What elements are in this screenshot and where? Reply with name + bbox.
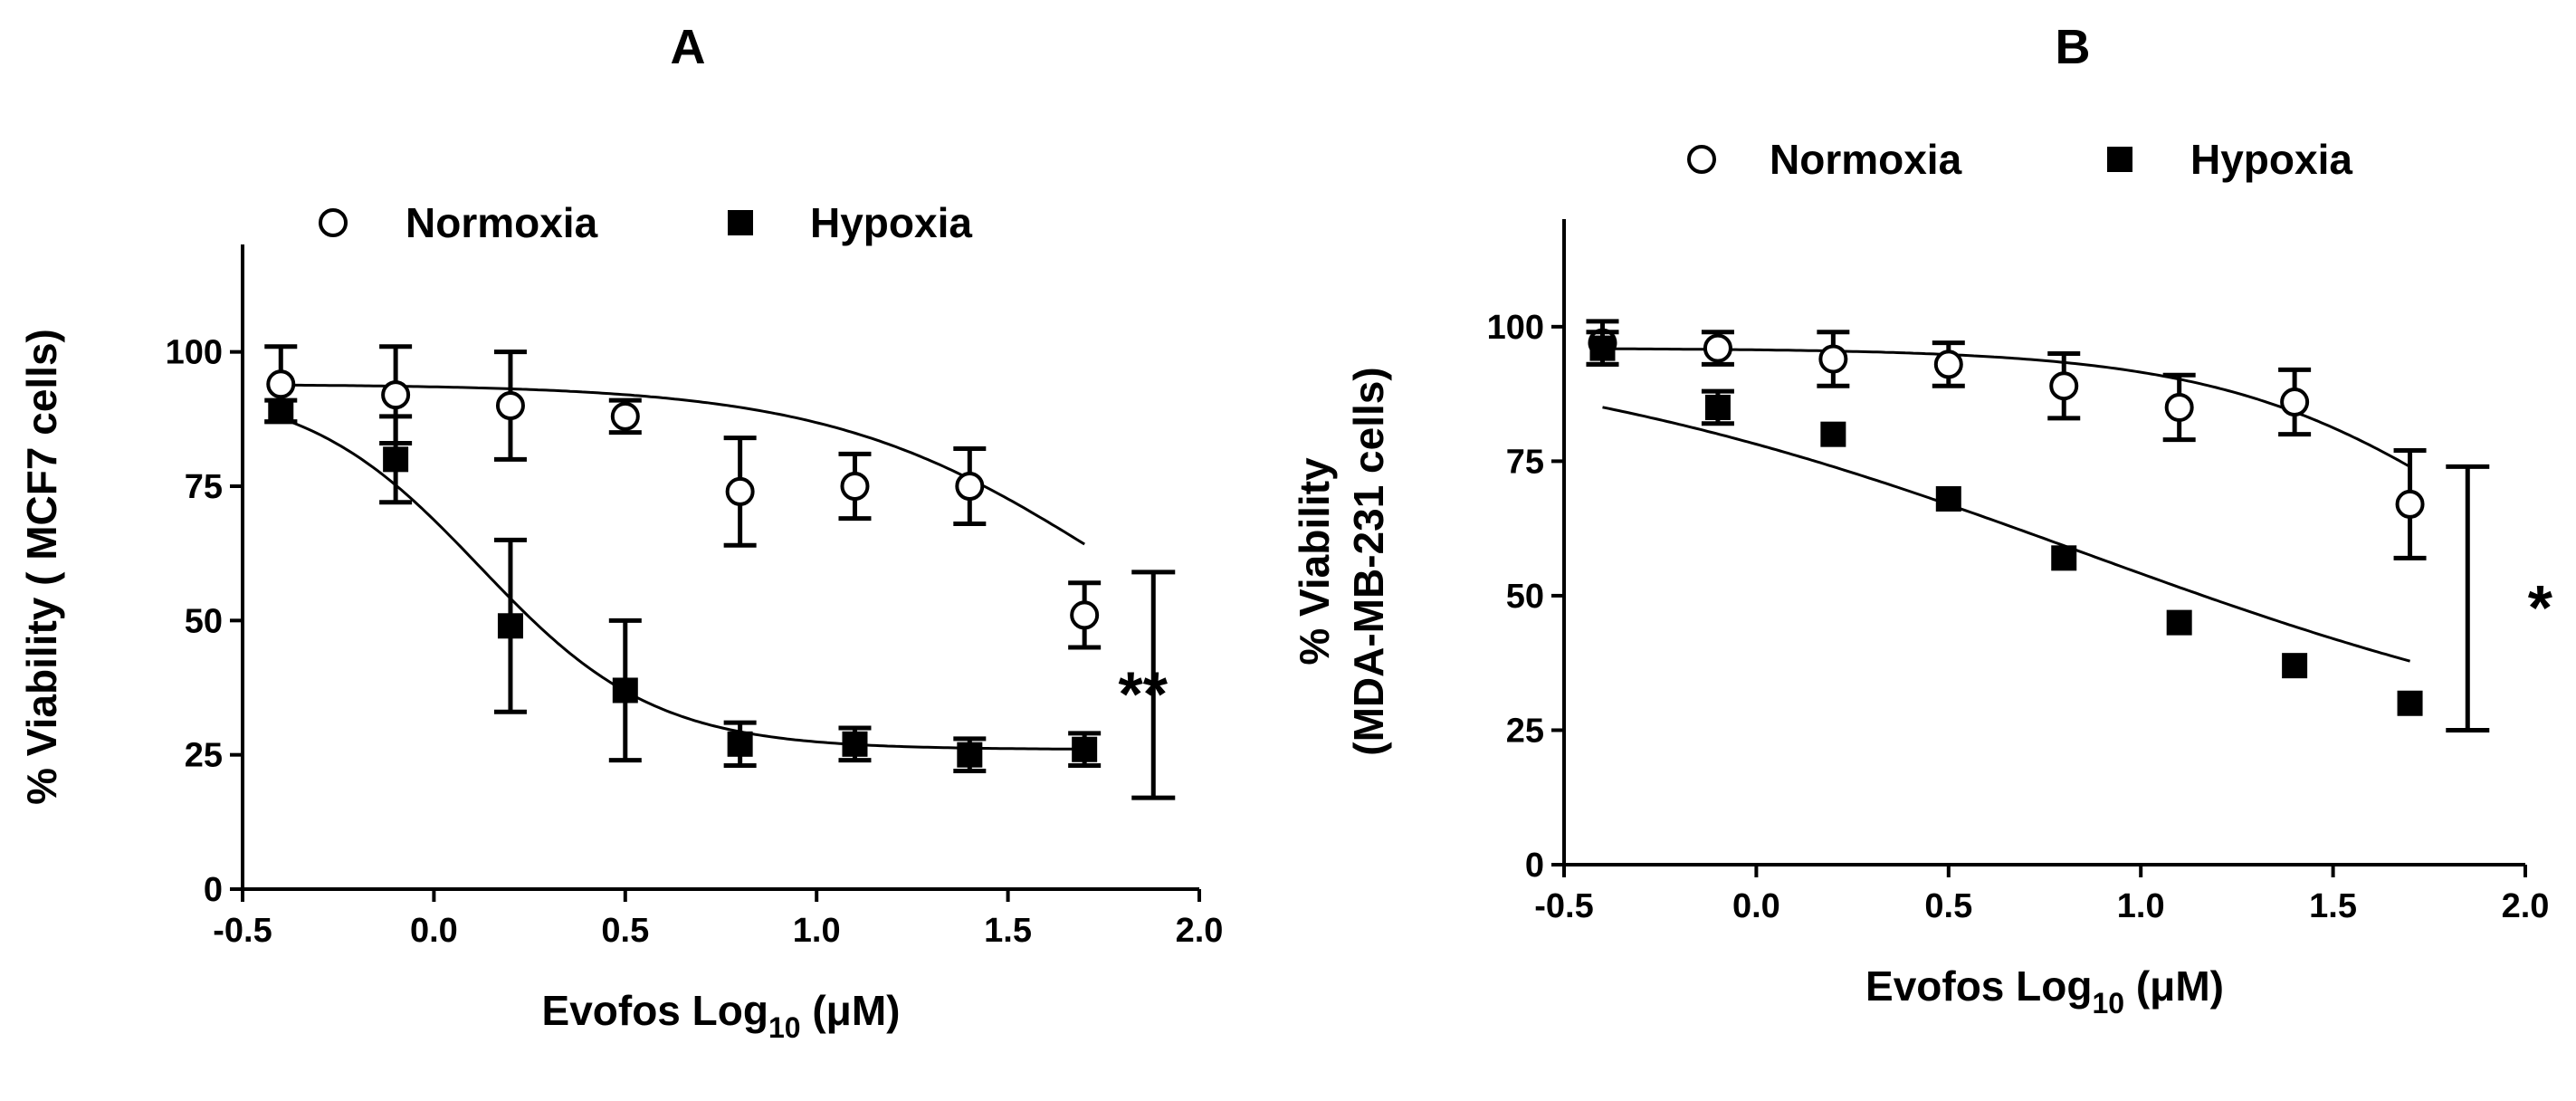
- panel-a-point-hypoxia: [1072, 736, 1098, 762]
- panel-b-point-normoxia: [2164, 392, 2194, 422]
- panel-a-point-hypoxia: [612, 677, 638, 704]
- panel-a-point-hypoxia: [497, 613, 523, 639]
- panel-b-x-axis-title-sub: 10: [2092, 987, 2124, 1020]
- panel-a-xtick-label: 1.5: [984, 912, 1032, 950]
- panel-b-xtick-label: 2.0: [2502, 887, 2550, 925]
- panel-a-x-axis-title-main: Evofos Log: [542, 987, 768, 1034]
- panel-b-ytick-label: 100: [1487, 309, 1544, 347]
- panel-b-ytick-label: 0: [1525, 847, 1544, 885]
- panel-b-point-normoxia: [2395, 489, 2425, 519]
- panel-b-point-normoxia: [2049, 371, 2079, 401]
- panel-b-point-normoxia: [1818, 344, 1848, 374]
- panel-b-point-hypoxia: [2397, 690, 2423, 716]
- panel-a-ytick-label: 75: [185, 468, 223, 506]
- panel-a-label: A: [671, 20, 706, 74]
- panel-a-xtick-label: 1.0: [793, 912, 841, 950]
- panel-a-ytick-label: 100: [166, 334, 223, 372]
- panel-b-legend-marker-hypoxia: [2107, 147, 2132, 172]
- panel-a-x-axis-title-sub: 10: [768, 1011, 801, 1044]
- panel-b-point-hypoxia: [1820, 421, 1846, 447]
- panel-a-significance-label: **: [1119, 659, 1169, 730]
- panel-b-point-hypoxia: [1589, 335, 1616, 361]
- panel-b-xtick-label: 0.0: [1732, 887, 1780, 925]
- panel-b-point-hypoxia: [2051, 545, 2077, 571]
- panel-a-legend-label-hypoxia: Hypoxia: [810, 199, 972, 246]
- panel-b-fit-curve-normoxia: [1602, 347, 2411, 468]
- panel-b-point-hypoxia: [1704, 394, 1731, 420]
- panel-b-point-hypoxia: [2282, 653, 2308, 679]
- panel-b-y-axis-title: (MDA-MB-231 cells): [1345, 367, 1392, 755]
- panel-a-legend-label-normoxia: Normoxia: [405, 199, 598, 246]
- panel-b-point-normoxia: [1933, 349, 1963, 379]
- panel-a-ytick-label: 0: [204, 871, 223, 909]
- panel-a-xtick-label: -0.5: [213, 912, 272, 950]
- panel-a-x-axis-title: Evofos Log10 (μM): [542, 987, 901, 1044]
- panel-a-point-normoxia: [955, 472, 985, 501]
- panel-a-point-hypoxia: [383, 446, 409, 473]
- panel-b-x-axis-title-unit: (μM): [2124, 962, 2224, 1010]
- panel-a-point-normoxia: [725, 476, 755, 506]
- panel-a-point-normoxia: [381, 380, 411, 410]
- panel-a-xtick-label: 0.0: [410, 912, 458, 950]
- panel-b-label: B: [2056, 20, 2091, 74]
- panel-a-point-hypoxia: [268, 397, 294, 424]
- panel-b-fit-curve-hypoxia: [1602, 406, 2411, 663]
- panel-a-ytick-label: 25: [185, 737, 223, 775]
- panel-b-xtick-label: 1.0: [2117, 887, 2165, 925]
- panel-b-point-normoxia: [1703, 333, 1732, 363]
- panel-b-ytick-label: 75: [1506, 443, 1544, 481]
- panel-a-xtick-label: 2.0: [1176, 912, 1224, 950]
- panel-b-xtick-label: -0.5: [1534, 887, 1593, 925]
- panel-a-point-hypoxia: [957, 742, 983, 768]
- panel-a-y-axis-title: % Viability ( MCF7 cells): [18, 329, 65, 805]
- panel-a: A 0 25 50 75 100 -0.5 0.0 0.5 1.0 1.5 2.0 Evofos Log…: [18, 20, 1223, 1044]
- panel-b-legend-label-hypoxia: Hypoxia: [2190, 136, 2352, 183]
- panel-b-ytick-label: 25: [1506, 712, 1544, 750]
- panel-a-point-hypoxia: [727, 731, 753, 757]
- panel-a-fit-curve-hypoxia: [280, 416, 1085, 751]
- panel-b: B 0 25 50 75 100 -0.5 0.0 0.5 1.0 1.5 2.0 Evofos Log…: [1291, 20, 2553, 1020]
- panel-a-legend-marker-hypoxia: [728, 210, 753, 235]
- panel-a-point-normoxia: [266, 369, 296, 399]
- panel-b-xtick-label: 1.5: [2309, 887, 2357, 925]
- panel-b-point-hypoxia: [2166, 609, 2192, 636]
- panel-a-ytick-label: 50: [185, 602, 223, 640]
- panel-b-point-normoxia: [2280, 388, 2310, 417]
- panel-a-point-normoxia: [840, 472, 870, 501]
- panel-a-point-normoxia: [495, 391, 525, 420]
- panel-b-y-axis-title: % Viability: [1291, 457, 1338, 665]
- panel-a-point-normoxia: [1070, 600, 1100, 630]
- panel-b-point-hypoxia: [1935, 485, 1961, 512]
- panel-a-point-normoxia: [610, 401, 640, 431]
- panel-b-xtick-label: 0.5: [1924, 887, 1972, 925]
- panel-a-fit-curve-normoxia: [281, 383, 1085, 546]
- panel-a-point-hypoxia: [842, 731, 868, 757]
- panel-b-x-axis-title-main: Evofos Log: [1865, 962, 2092, 1010]
- panel-a-xtick-label: 0.5: [601, 912, 649, 950]
- panel-b-legend-label-normoxia: Normoxia: [1770, 136, 1962, 183]
- panel-b-ytick-label: 50: [1506, 578, 1544, 616]
- panel-b-legend-marker-normoxia: [1687, 145, 1716, 174]
- panel-a-x-axis-title-unit: (μM): [801, 987, 901, 1034]
- panel-b-x-axis-title: Evofos Log10 (μM): [1865, 962, 2224, 1020]
- panel-a-legend-marker-normoxia: [319, 208, 348, 237]
- panel-b-significance-label: *: [2528, 572, 2553, 643]
